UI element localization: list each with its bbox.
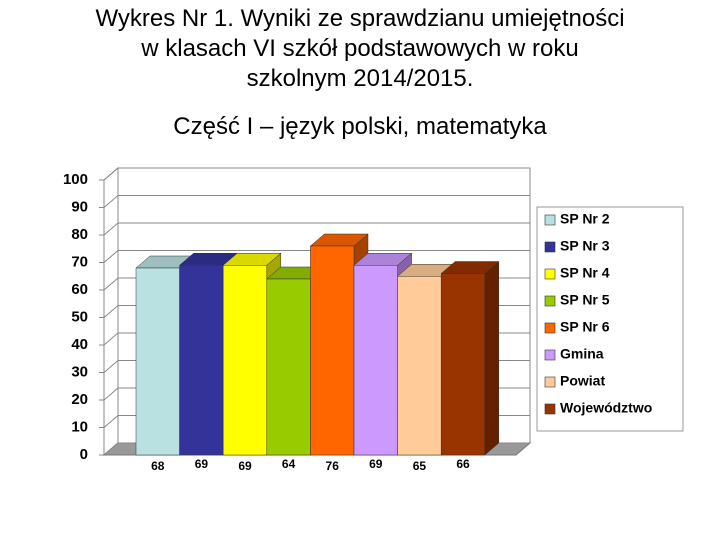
grid-line	[103, 277, 119, 291]
data-label: 64	[282, 457, 296, 471]
legend-label: SP Nr 4	[560, 265, 610, 281]
bar	[135, 267, 180, 456]
legend-box	[536, 206, 684, 432]
legend-swatch	[544, 214, 556, 226]
y-tick-label: 0	[80, 446, 88, 463]
legend-label: SP Nr 2	[560, 211, 610, 227]
data-label: 69	[195, 457, 209, 471]
bar	[310, 245, 355, 456]
bar	[222, 265, 268, 456]
legend-label: Powiat	[560, 373, 605, 389]
grid-line	[103, 195, 119, 208]
bar-side	[484, 260, 500, 456]
y-tick-label: 30	[71, 363, 88, 380]
legend-swatch	[544, 349, 556, 361]
y-tick-label: 10	[71, 418, 88, 435]
y-tick-label: 90	[71, 198, 88, 215]
title-line: szkolnym 2014/2015.	[246, 65, 474, 92]
data-label: 66	[456, 457, 470, 471]
legend-swatch	[544, 241, 556, 253]
bar	[353, 265, 398, 456]
data-label: 69	[238, 459, 252, 473]
legend-label: Województwo	[560, 400, 652, 416]
chart-title: Wykres Nr 1. Wyniki ze sprawdzianu umiej…	[0, 4, 720, 94]
legend-label: SP Nr 5	[560, 292, 610, 308]
legend-swatch	[544, 322, 556, 334]
y-tick-label: 70	[71, 253, 88, 270]
legend-label: SP Nr 6	[560, 319, 610, 335]
data-label: 76	[326, 459, 340, 473]
y-tick-label: 40	[71, 336, 88, 353]
bar	[179, 265, 224, 456]
y-tick-label: 20	[71, 391, 88, 408]
title-line: Wykres Nr 1. Wyniki ze sprawdzianu umiej…	[95, 5, 625, 32]
data-label: 69	[369, 457, 383, 471]
legend-swatch	[544, 403, 556, 415]
data-label: 68	[151, 459, 165, 473]
legend-label: SP Nr 3	[560, 238, 610, 254]
y-tick-label: 80	[71, 226, 88, 243]
y-tick-label: 60	[71, 281, 88, 298]
data-label: 65	[413, 459, 427, 473]
y-tick-label: 100	[63, 171, 88, 188]
legend-swatch	[544, 295, 556, 307]
chart-subtitle: Część I – język polski, matematyka	[173, 113, 547, 140]
title-line: w klasach VI szkół podstawowych w roku	[141, 35, 579, 62]
grid-line	[103, 222, 119, 236]
grid-line	[103, 167, 119, 181]
grid-line	[103, 387, 119, 401]
titles: Wykres Nr 1. Wyniki ze sprawdzianu umiej…	[0, 4, 720, 142]
bar	[397, 276, 442, 456]
grid-line	[103, 442, 119, 456]
grid-line	[103, 332, 119, 346]
legend-swatch	[544, 376, 556, 388]
grid-line	[103, 360, 119, 373]
y-tick-label: 50	[71, 308, 88, 325]
grid-line	[103, 415, 119, 428]
bar	[266, 278, 311, 456]
bar	[440, 273, 486, 456]
grid-line	[103, 305, 119, 318]
legend-swatch	[544, 268, 556, 280]
legend-label: Gmina	[560, 346, 604, 362]
grid-line	[103, 250, 119, 263]
